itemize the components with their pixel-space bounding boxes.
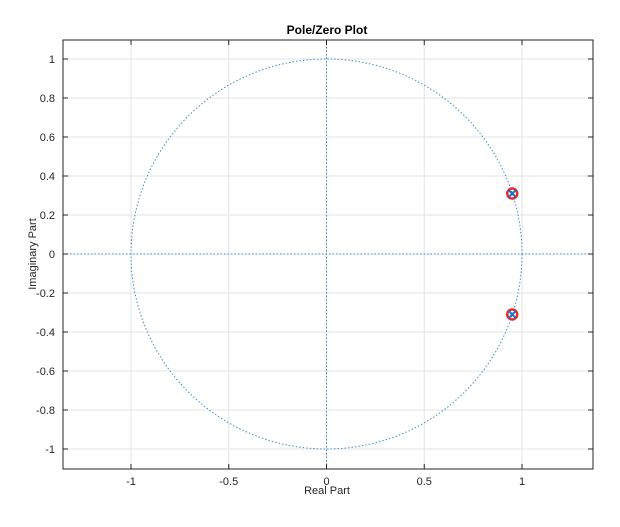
zero-marker: [505, 308, 519, 321]
x-tick-label: -1: [126, 476, 136, 488]
y-tick-label: -0.6: [36, 366, 55, 378]
pole-marker: [508, 189, 517, 198]
y-tick-label: 0.6: [40, 132, 55, 144]
y-tick-label: 0.4: [40, 171, 55, 183]
zero-marker: [505, 187, 519, 200]
chart-title: Pole/Zero Plot: [287, 23, 368, 37]
y-axis-label: Imaginary Part: [27, 218, 39, 290]
y-tick-label: -1: [45, 444, 55, 456]
y-tick-label: -0.8: [36, 405, 55, 417]
pole-marker: [508, 310, 517, 319]
y-tick-label: 0.2: [40, 210, 55, 222]
y-tick-label: 1: [49, 54, 55, 66]
x-tick-label: 0.5: [417, 476, 432, 488]
x-tick-label: 0: [323, 476, 329, 488]
x-tick-label: 1: [519, 476, 525, 488]
x-tick-label: -0.5: [219, 476, 238, 488]
y-tick-label: -0.2: [36, 288, 55, 300]
x-axis-label: Real Part: [304, 485, 350, 497]
y-tick-label: -0.4: [36, 327, 55, 339]
y-tick-label: 0.8: [40, 93, 55, 105]
y-tick-label: 0: [49, 249, 55, 261]
